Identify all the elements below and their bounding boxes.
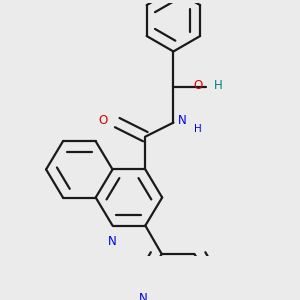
- Text: N: N: [178, 114, 187, 127]
- Text: H: H: [194, 124, 202, 134]
- Text: H: H: [214, 79, 222, 92]
- Text: N: N: [108, 235, 117, 248]
- Text: O: O: [193, 79, 203, 92]
- Text: O: O: [99, 114, 108, 127]
- Text: N: N: [139, 292, 148, 300]
